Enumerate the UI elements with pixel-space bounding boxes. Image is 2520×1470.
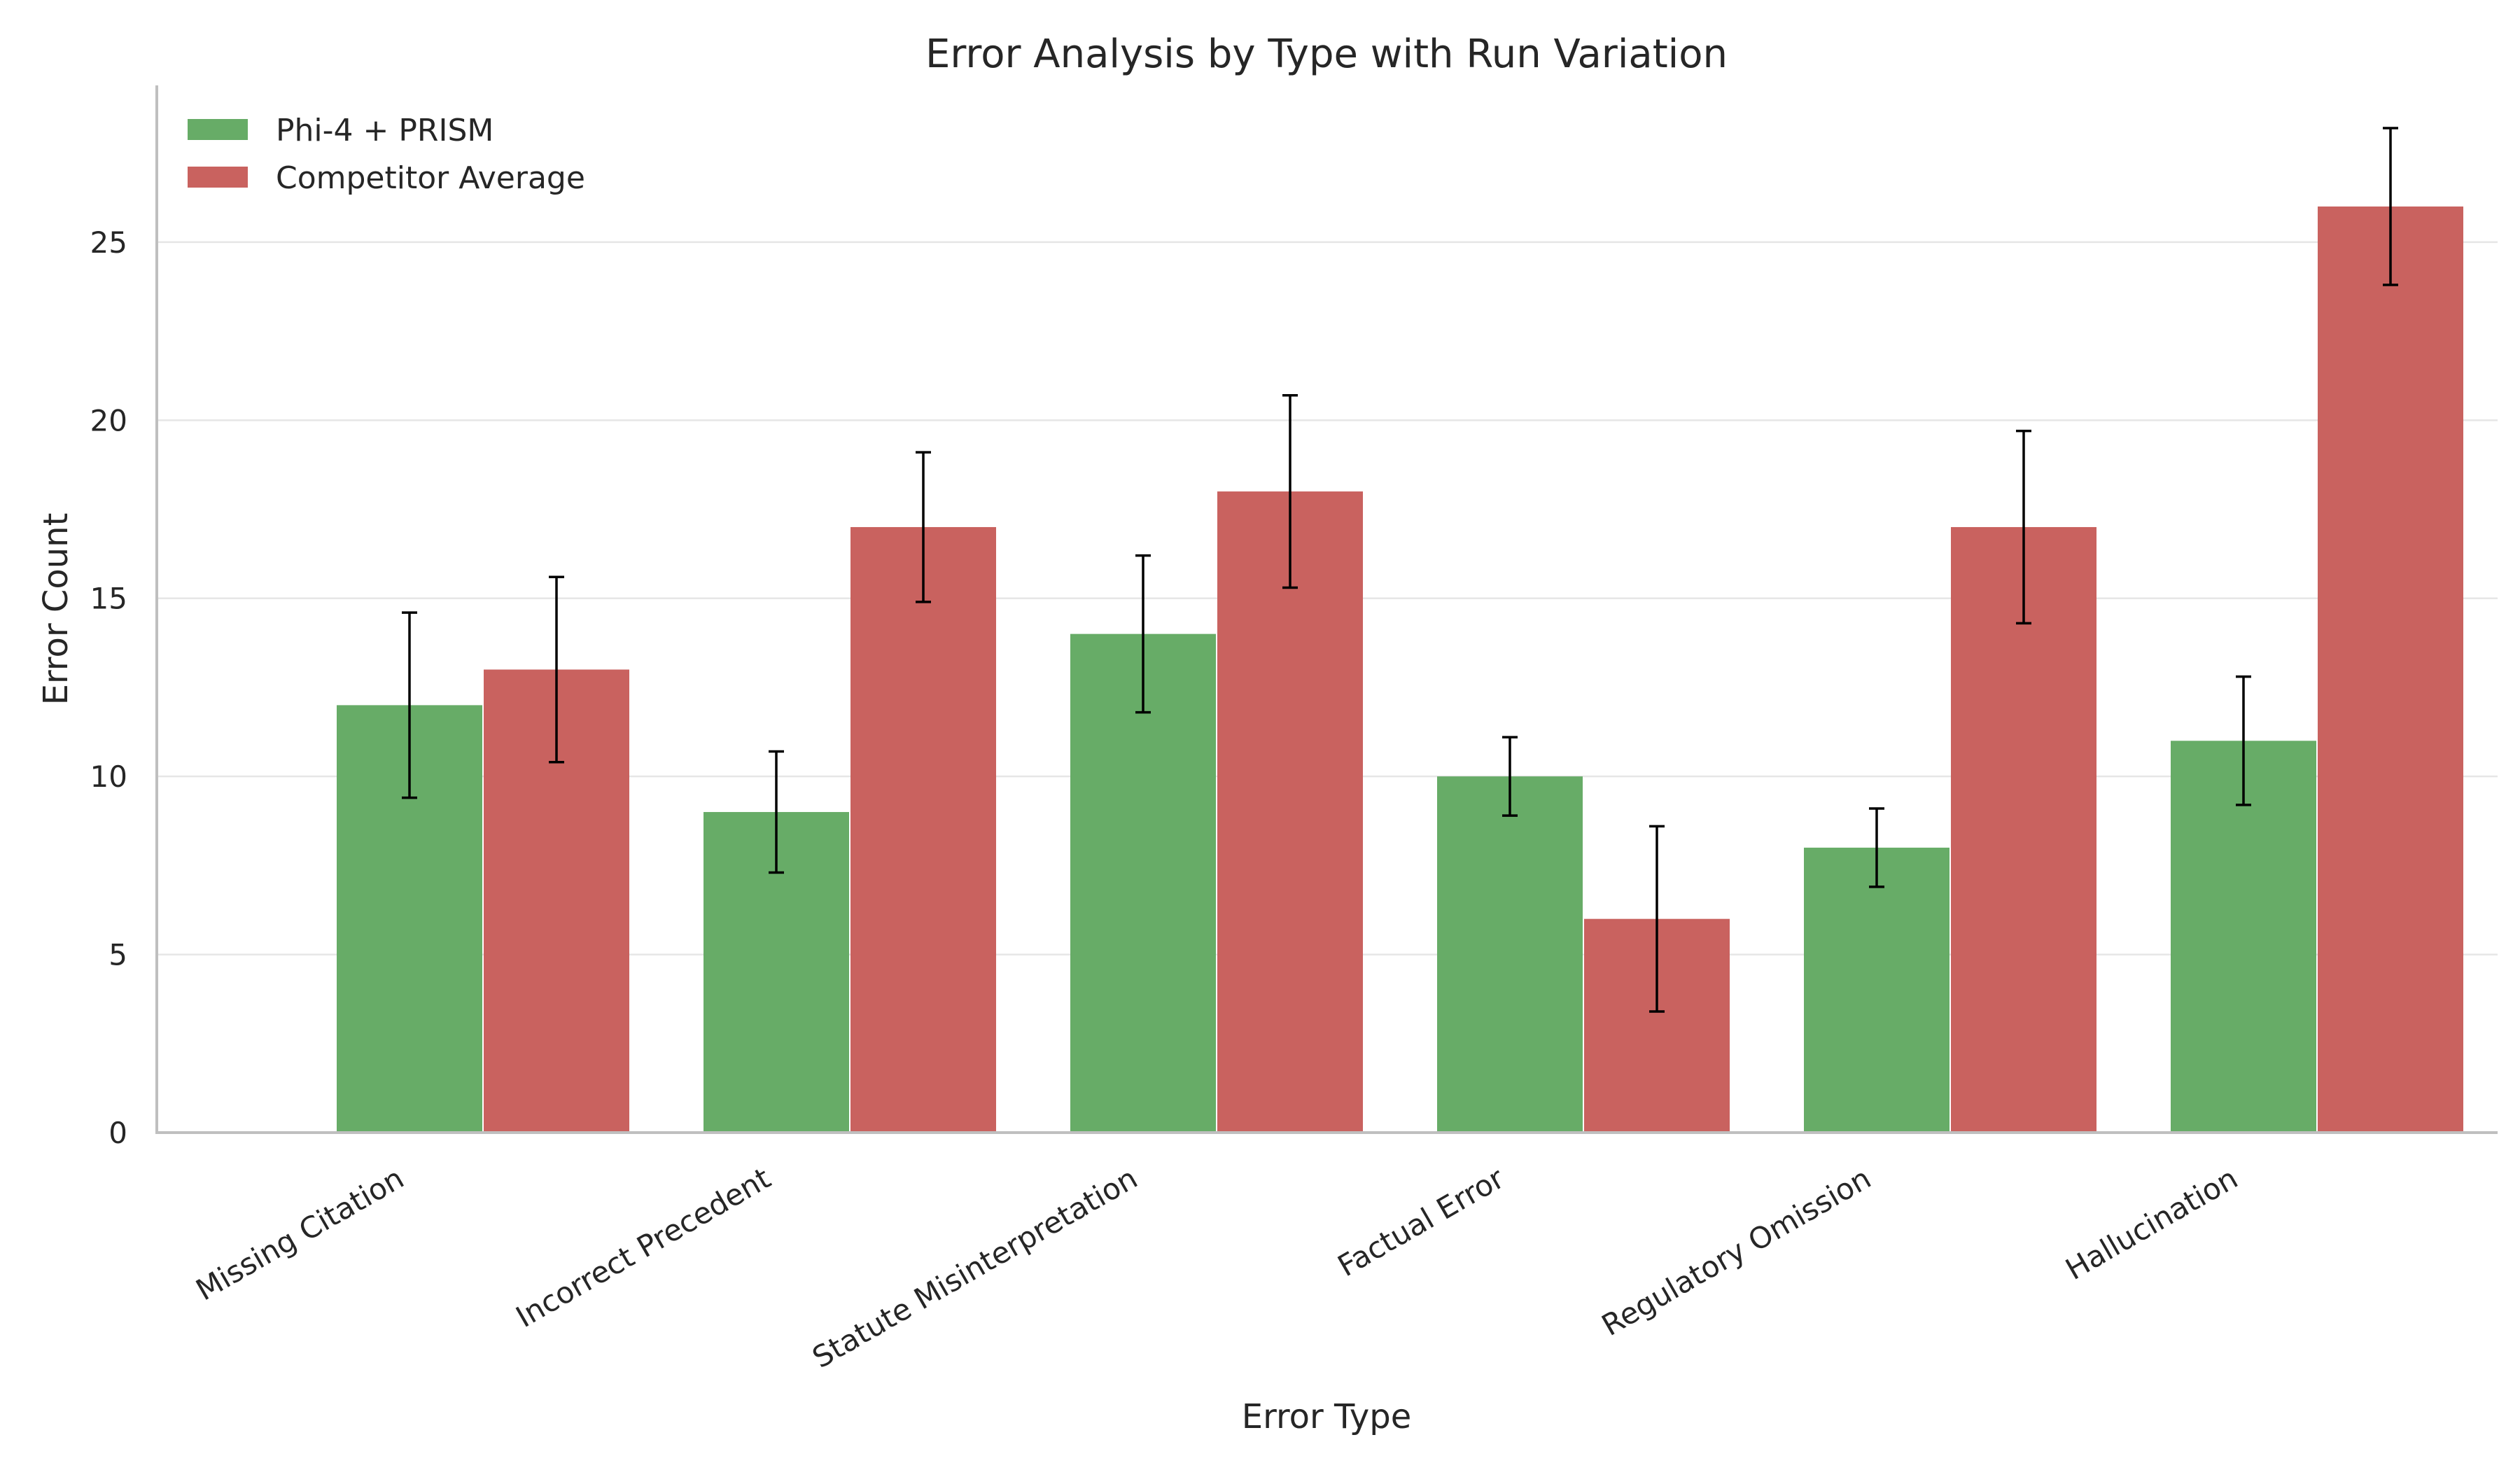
bar-phi-4-prism-regulatory-omission xyxy=(1804,847,1949,1133)
x-tick-label-incorrect-precedent: Incorrect Precedent xyxy=(510,1161,776,1334)
error-bar-phi-4-prism-factual-error xyxy=(1502,736,1518,817)
legend-label-competitor-average: Competitor Average xyxy=(276,160,585,196)
bar-competitor-average-hallucination xyxy=(2318,206,2463,1133)
bar-competitor-average-statute-misinterpretation xyxy=(1217,491,1363,1133)
error-bar-phi-4-prism-incorrect-precedent xyxy=(769,750,784,874)
bar-competitor-average-incorrect-precedent xyxy=(850,526,996,1133)
error-bar-competitor-average-regulatory-omission xyxy=(2016,429,2031,625)
legend-swatch-phi4-prism xyxy=(188,119,248,140)
y-axis-label: Error Count xyxy=(36,513,76,706)
bars xyxy=(337,206,2463,1133)
legend-label-phi4-prism: Phi-4 + PRISM xyxy=(276,113,493,148)
x-tick-label-statute-misinterpretation: Statute Misinterpretation xyxy=(806,1161,1143,1375)
bar-phi-4-prism-statute-misinterpretation xyxy=(1070,634,1216,1133)
error-bar-phi-4-prism-missing-citation xyxy=(402,611,417,799)
error-bar-competitor-average-factual-error xyxy=(1649,825,1665,1013)
error-bars xyxy=(402,127,2398,1013)
y-tick-label-0: 0 xyxy=(108,1116,127,1150)
legend: Phi-4 + PRISM Competitor Average xyxy=(188,113,585,196)
error-bar-competitor-average-statute-misinterpretation xyxy=(1282,393,1298,589)
y-tick-label-10: 10 xyxy=(90,760,127,794)
y-tick-label-15: 15 xyxy=(90,582,127,616)
x-tick-label-hallucination: Hallucination xyxy=(2059,1161,2244,1287)
y-tick-label-25: 25 xyxy=(90,225,127,260)
error-bar-phi-4-prism-hallucination xyxy=(2236,675,2251,806)
error-bar-competitor-average-hallucination xyxy=(2383,127,2398,286)
legend-swatch-competitor-average xyxy=(188,167,248,188)
error-bar-phi-4-prism-statute-misinterpretation xyxy=(1135,554,1151,714)
y-tick-label-20: 20 xyxy=(90,403,127,438)
x-tick-labels: Missing Citation Incorrect Precedent Statu… xyxy=(190,1161,2244,1375)
x-tick-label-missing-citation: Missing Citation xyxy=(190,1161,410,1307)
bar-competitor-average-regulatory-omission xyxy=(1951,526,2096,1133)
y-tick-label-5: 5 xyxy=(108,938,127,972)
error-bar-competitor-average-missing-citation xyxy=(549,575,564,764)
x-axis-label: Error Type xyxy=(1242,1397,1412,1436)
chart-title: Error Analysis by Type with Run Variatio… xyxy=(925,31,1728,77)
x-tick-label-regulatory-omission: Regulatory Omission xyxy=(1596,1161,1877,1343)
x-tick-label-factual-error: Factual Error xyxy=(1332,1161,1511,1283)
y-tick-labels: 0 5 10 15 20 25 xyxy=(90,225,127,1150)
bar-phi-4-prism-factual-error xyxy=(1437,776,1583,1133)
error-bar-competitor-average-incorrect-precedent xyxy=(916,451,931,603)
error-bar-phi-4-prism-regulatory-omission xyxy=(1869,807,1884,888)
